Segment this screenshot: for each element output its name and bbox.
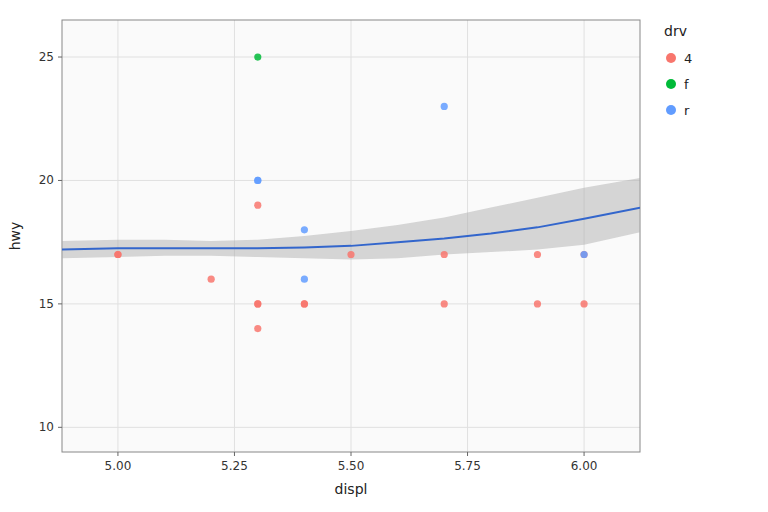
- point: [114, 251, 121, 258]
- point: [580, 300, 587, 307]
- grid-line-y: [62, 303, 640, 304]
- x-tick: [467, 452, 468, 456]
- x-tick: [117, 452, 118, 456]
- point: [441, 103, 448, 110]
- point: [347, 251, 354, 258]
- point: [441, 300, 448, 307]
- grid-line-y: [62, 57, 640, 58]
- point: [301, 226, 308, 233]
- point: [301, 300, 308, 307]
- point: [208, 276, 215, 283]
- x-tick-label: 6.00: [571, 459, 598, 473]
- plot-frame: [62, 20, 640, 452]
- y-tick-label: 20: [39, 173, 54, 187]
- plot-background: [62, 20, 640, 452]
- x-tick: [234, 452, 235, 456]
- grid-line-x: [234, 20, 235, 452]
- legend-title: drv: [664, 23, 687, 39]
- point: [301, 276, 308, 283]
- grid-line-y: [62, 180, 640, 181]
- legend: drv 4 fr: [664, 23, 692, 118]
- smooth-line: [62, 208, 640, 250]
- lines: [62, 208, 640, 250]
- y-tick: [58, 180, 62, 181]
- x-tick-label: 5.00: [105, 459, 132, 473]
- point: [534, 300, 541, 307]
- chart: 5.00 5.25 5.50 5.75 6.00 10 15 20 25 displ hwy drv 4…: [0, 0, 768, 512]
- legend-label: f: [684, 77, 689, 92]
- axes: 5.00 5.25 5.50 5.75 6.00 10 15 20 25: [39, 50, 598, 473]
- x-tick: [584, 452, 585, 456]
- y-tick-label: 10: [39, 420, 54, 434]
- confidence-band: [62, 178, 640, 259]
- x-axis-label: displ: [335, 481, 368, 497]
- x-tick: [351, 452, 352, 456]
- point: [254, 202, 261, 209]
- y-tick: [58, 427, 62, 428]
- point: [580, 251, 587, 258]
- point: [254, 325, 261, 332]
- point: [254, 177, 261, 184]
- point: [254, 53, 261, 60]
- point: [114, 251, 121, 258]
- legend-swatch: [666, 79, 676, 89]
- x-tick-label: 5.75: [454, 459, 481, 473]
- legend-label: 4: [684, 51, 692, 66]
- grid-line-x: [117, 20, 118, 452]
- point: [441, 251, 448, 258]
- point: [534, 251, 541, 258]
- point: [254, 300, 261, 307]
- point: [301, 300, 308, 307]
- point: [254, 300, 261, 307]
- x-tick-label: 5.50: [338, 459, 365, 473]
- legend-label: r: [684, 103, 690, 118]
- y-tick: [58, 57, 62, 58]
- x-tick-label: 5.25: [221, 459, 248, 473]
- legend-swatch: [666, 105, 676, 115]
- points: [114, 53, 587, 332]
- point: [580, 251, 587, 258]
- marks: [62, 53, 640, 332]
- y-axis-label: hwy: [7, 222, 23, 251]
- y-tick: [58, 303, 62, 304]
- point: [254, 177, 261, 184]
- bands: [62, 178, 640, 259]
- grid-line-y: [62, 427, 640, 428]
- y-tick-label: 15: [39, 297, 54, 311]
- legend-swatch: [666, 53, 676, 63]
- grid: [62, 20, 640, 452]
- y-tick-label: 25: [39, 50, 54, 64]
